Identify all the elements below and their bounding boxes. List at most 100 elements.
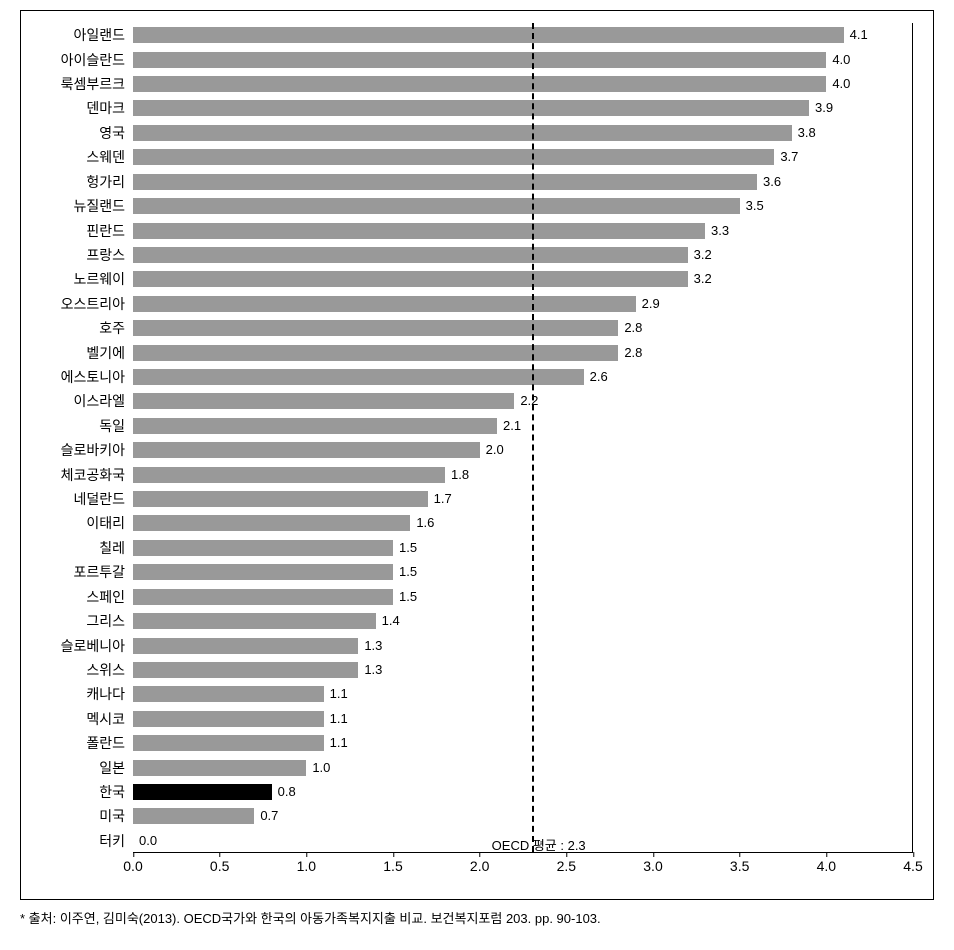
bar bbox=[133, 393, 514, 409]
bar bbox=[133, 515, 410, 531]
bar bbox=[133, 125, 792, 141]
bar bbox=[133, 808, 254, 824]
bar-row: 체코공화국1.8 bbox=[133, 465, 912, 485]
bar bbox=[133, 320, 618, 336]
bar-category-label: 아이슬란드 bbox=[61, 50, 133, 70]
bar-category-label: 벨기에 bbox=[86, 343, 133, 363]
bar-value-label: 1.7 bbox=[428, 489, 452, 509]
bar-category-label: 스페인 bbox=[86, 587, 133, 607]
bar-category-label: 포르투갈 bbox=[73, 562, 133, 582]
bar bbox=[133, 784, 272, 800]
bar bbox=[133, 662, 358, 678]
bar-category-label: 미국 bbox=[99, 806, 133, 826]
bar-row: 아이슬란드4.0 bbox=[133, 50, 912, 70]
bar-category-label: 폴란드 bbox=[86, 733, 133, 753]
bar bbox=[133, 442, 480, 458]
bar-row: 벨기에2.8 bbox=[133, 343, 912, 363]
bar-category-label: 아일랜드 bbox=[73, 25, 133, 45]
bar-category-label: 룩셈부르크 bbox=[61, 74, 133, 94]
bar bbox=[133, 589, 393, 605]
bar-row: 캐나다1.1 bbox=[133, 684, 912, 704]
bar bbox=[133, 564, 393, 580]
bar-value-label: 3.6 bbox=[757, 172, 781, 192]
bar-category-label: 이태리 bbox=[86, 513, 133, 533]
bar bbox=[133, 735, 324, 751]
reference-line bbox=[532, 23, 534, 852]
bar-category-label: 프랑스 bbox=[86, 245, 133, 265]
x-tick: 4.5 bbox=[903, 852, 922, 874]
bar-value-label: 4.0 bbox=[826, 50, 850, 70]
bar bbox=[133, 100, 809, 116]
bar bbox=[133, 223, 705, 239]
x-tick: 1.0 bbox=[297, 852, 316, 874]
bar-category-label: 그리스 bbox=[86, 611, 133, 631]
bar-value-label: 2.6 bbox=[584, 367, 608, 387]
bar-row: 핀란드3.3 bbox=[133, 221, 912, 241]
bar-row: 뉴질랜드3.5 bbox=[133, 196, 912, 216]
bar-value-label: 3.5 bbox=[740, 196, 764, 216]
bar-row: 미국0.7 bbox=[133, 806, 912, 826]
bar bbox=[133, 491, 428, 507]
bar-value-label: 1.5 bbox=[393, 538, 417, 558]
bar-value-label: 2.1 bbox=[497, 416, 521, 436]
bar-row: 에스토니아2.6 bbox=[133, 367, 912, 387]
bar-value-label: 3.2 bbox=[688, 245, 712, 265]
bar bbox=[133, 149, 774, 165]
bar-row: 스페인1.5 bbox=[133, 587, 912, 607]
bar-value-label: 4.0 bbox=[826, 74, 850, 94]
plot-area: 아일랜드4.1아이슬란드4.0룩셈부르크4.0덴마크3.9영국3.8스웨덴3.7… bbox=[133, 23, 913, 853]
bar bbox=[133, 27, 844, 43]
bar-row: 오스트리아2.9 bbox=[133, 294, 912, 314]
bar-row: 프랑스3.2 bbox=[133, 245, 912, 265]
bar-row: 이태리1.6 bbox=[133, 513, 912, 533]
bar-row: 노르웨이3.2 bbox=[133, 269, 912, 289]
x-tick: 2.5 bbox=[557, 852, 576, 874]
bar-value-label: 2.2 bbox=[514, 391, 538, 411]
bar-value-label: 1.3 bbox=[358, 636, 382, 656]
bar-row: 덴마크3.9 bbox=[133, 98, 912, 118]
bar-category-label: 노르웨이 bbox=[73, 269, 133, 289]
bar-row: 폴란드1.1 bbox=[133, 733, 912, 753]
bar bbox=[133, 271, 688, 287]
bar-value-label: 1.8 bbox=[445, 465, 469, 485]
bar bbox=[133, 198, 740, 214]
bar-category-label: 이스라엘 bbox=[73, 391, 133, 411]
bar-value-label: 2.8 bbox=[618, 343, 642, 363]
bar-value-label: 4.1 bbox=[844, 25, 868, 45]
bar bbox=[133, 345, 618, 361]
bar-row: 그리스1.4 bbox=[133, 611, 912, 631]
bar-category-label: 멕시코 bbox=[86, 709, 133, 729]
source-citation: * 출처: 이주연, 김미숙(2013). OECD국가와 한국의 아동가족복지… bbox=[20, 908, 601, 927]
bar-value-label: 1.1 bbox=[324, 709, 348, 729]
x-tick: 2.0 bbox=[470, 852, 489, 874]
bar-row: 룩셈부르크4.0 bbox=[133, 74, 912, 94]
x-tick: 3.0 bbox=[643, 852, 662, 874]
bar-value-label: 2.0 bbox=[480, 440, 504, 460]
bar-value-label: 0.0 bbox=[133, 831, 157, 851]
bar-category-label: 체코공화국 bbox=[61, 465, 133, 485]
bar-category-label: 오스트리아 bbox=[61, 294, 133, 314]
bar-category-label: 슬로바키아 bbox=[61, 440, 133, 460]
bar-value-label: 1.5 bbox=[393, 562, 417, 582]
bar-row: 네덜란드1.7 bbox=[133, 489, 912, 509]
x-tick: 0.0 bbox=[123, 852, 142, 874]
bar-value-label: 3.9 bbox=[809, 98, 833, 118]
bar-row: 헝가리3.6 bbox=[133, 172, 912, 192]
bar bbox=[133, 711, 324, 727]
bar-category-label: 일본 bbox=[99, 758, 133, 778]
bar-value-label: 0.7 bbox=[254, 806, 278, 826]
bar-row: 영국3.8 bbox=[133, 123, 912, 143]
bar-value-label: 2.9 bbox=[636, 294, 660, 314]
bar-row: 일본1.0 bbox=[133, 758, 912, 778]
x-tick: 3.5 bbox=[730, 852, 749, 874]
bar bbox=[133, 686, 324, 702]
bar bbox=[133, 76, 826, 92]
bar bbox=[133, 247, 688, 263]
x-tick: 4.0 bbox=[817, 852, 836, 874]
bars-container: 아일랜드4.1아이슬란드4.0룩셈부르크4.0덴마크3.9영국3.8스웨덴3.7… bbox=[133, 23, 912, 852]
bar bbox=[133, 540, 393, 556]
bar-category-label: 에스토니아 bbox=[61, 367, 133, 387]
bar-row: 독일2.1 bbox=[133, 416, 912, 436]
bar-category-label: 칠레 bbox=[99, 538, 133, 558]
bar-category-label: 독일 bbox=[99, 416, 133, 436]
